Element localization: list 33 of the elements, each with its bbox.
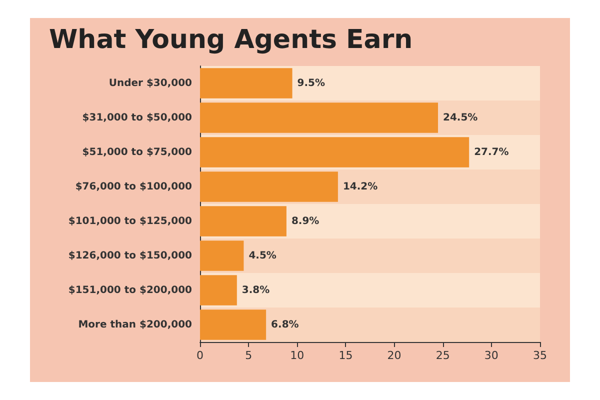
bar xyxy=(200,68,292,98)
bar xyxy=(200,310,266,340)
y-tick-label: $151,000 to $200,000 xyxy=(68,284,192,296)
y-tick-label: $76,000 to $100,000 xyxy=(75,181,192,192)
x-tick-label: 15 xyxy=(338,349,353,362)
x-tick-label: 35 xyxy=(533,349,547,362)
data-label: 14.2% xyxy=(342,181,378,192)
y-tick-label: Under $30,000 xyxy=(108,78,192,89)
x-tick-label: 30 xyxy=(484,349,498,362)
y-tick-label: $101,000 to $125,000 xyxy=(68,216,192,227)
x-tick-label: 20 xyxy=(387,349,402,362)
data-label: 6.8% xyxy=(271,319,299,330)
y-tick-label: $51,000 to $75,000 xyxy=(82,146,192,158)
x-tick-label: 25 xyxy=(436,349,450,362)
y-tick-label: More than $200,000 xyxy=(78,319,192,330)
bar xyxy=(200,240,244,271)
bar xyxy=(200,137,470,168)
chart-title: What Young Agents Earn xyxy=(49,25,413,55)
data-label: 9.5% xyxy=(297,78,326,89)
x-tick-label: 10 xyxy=(290,349,304,362)
data-label: 3.8% xyxy=(242,284,270,296)
x-tick-label: 0 xyxy=(196,349,204,362)
data-label: 24.5% xyxy=(443,112,478,124)
data-label: 27.7% xyxy=(474,146,509,158)
bar xyxy=(200,172,338,202)
x-tick-label: 5 xyxy=(245,349,252,362)
y-tick-label: $126,000 to $150,000 xyxy=(68,250,192,262)
bar xyxy=(200,275,237,306)
bar xyxy=(200,102,438,133)
data-label: 4.5% xyxy=(248,250,276,262)
y-tick-label: $31,000 to $50,000 xyxy=(82,112,192,124)
data-label: 8.9% xyxy=(291,216,320,227)
bar xyxy=(200,206,286,236)
